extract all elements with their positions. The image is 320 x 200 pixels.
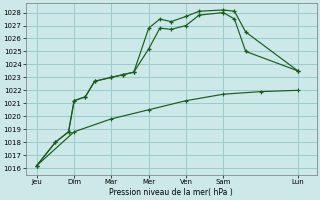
X-axis label: Pression niveau de la mer( hPa ): Pression niveau de la mer( hPa ) (109, 188, 233, 197)
